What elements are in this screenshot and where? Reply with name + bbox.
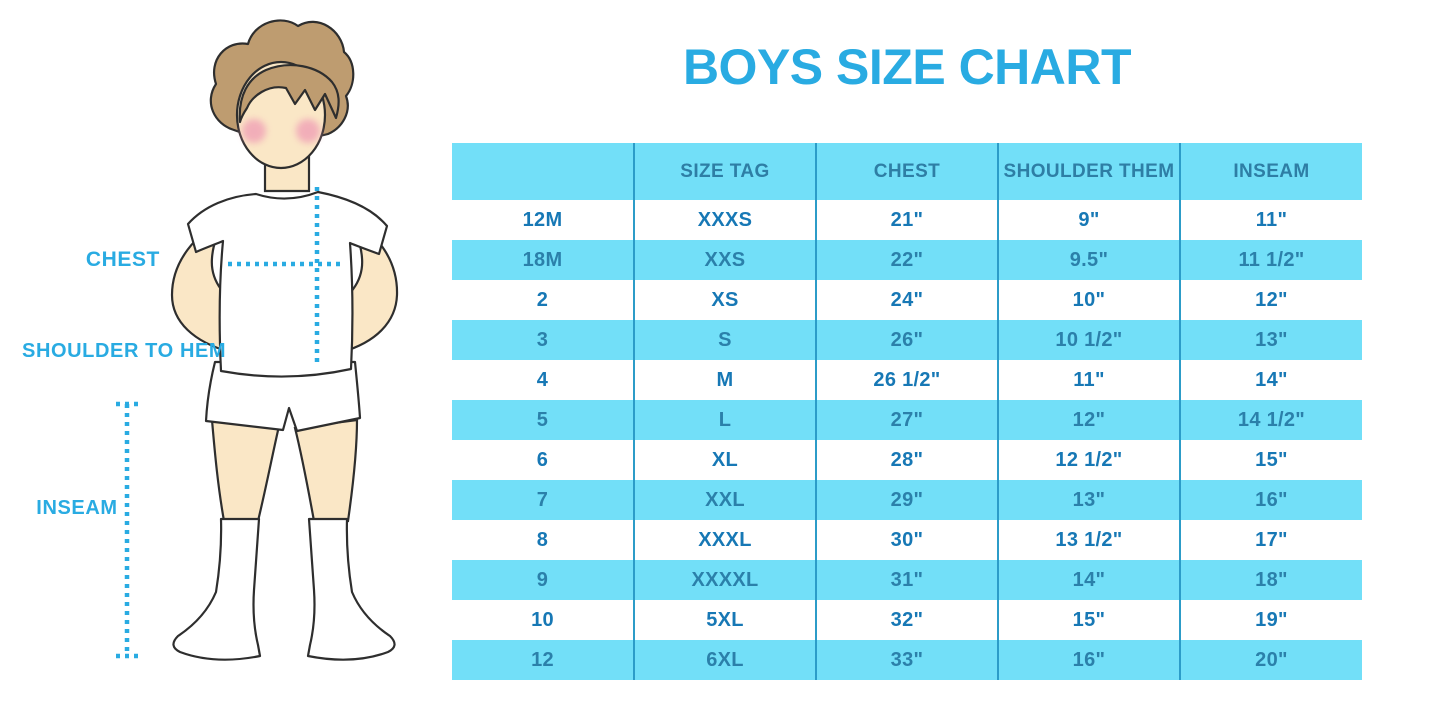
table-cell: 10 <box>452 600 634 640</box>
table-cell: 12 <box>452 640 634 680</box>
column-header: SIZE TAG <box>633 143 816 200</box>
table-cell: 13" <box>1179 320 1362 360</box>
table-cell: 4 <box>452 360 634 400</box>
boy-sock-right <box>306 517 396 661</box>
table-cell: 21" <box>815 200 998 240</box>
table-cell: 9" <box>997 200 1180 240</box>
size-table-body: 12M XXXS 21" 9" 11" 18M XXS 22" 9.5" 11 1/2" 2 XS 24… <box>452 200 1362 680</box>
boy-leg-left <box>210 418 281 523</box>
table-cell: XXL <box>633 480 816 520</box>
table-cell: 13 1/2" <box>997 520 1180 560</box>
table-cell: 5 <box>452 400 634 440</box>
table-cell: XS <box>633 280 816 320</box>
size-table-head: SIZE TAG CHEST SHOULDER THEM INSEAM <box>452 143 1362 200</box>
table-row: 7 XXL 29" 13" 16" <box>452 480 1362 520</box>
table-cell: 11 1/2" <box>1179 240 1362 280</box>
table-cell: 12" <box>997 400 1180 440</box>
table-row: 12 6XL 33" 16" 20" <box>452 640 1362 680</box>
chest-label: CHEST <box>85 248 160 271</box>
boy-hair-fringe <box>238 64 340 124</box>
table-cell: 2 <box>452 280 634 320</box>
table-cell: 12" <box>1179 280 1362 320</box>
header-row: SIZE TAG CHEST SHOULDER THEM INSEAM <box>452 143 1362 200</box>
boy-illustration <box>116 19 399 661</box>
table-cell: 14" <box>1179 360 1362 400</box>
table-cell: 14" <box>997 560 1180 600</box>
table-cell: 20" <box>1179 640 1362 680</box>
table-cell: 31" <box>815 560 998 600</box>
table-cell: 9.5" <box>997 240 1180 280</box>
table-cell: 33" <box>815 640 998 680</box>
table-cell: L <box>633 400 816 440</box>
table-cell: 30" <box>815 520 998 560</box>
shoulder-to-hem-label: SHOULDER TO HEM <box>22 340 227 362</box>
table-row: 2 XS 24" 10" 12" <box>452 280 1362 320</box>
table-cell: 24" <box>815 280 998 320</box>
boy-cheek-left <box>242 119 266 143</box>
boy-leg-right <box>293 418 359 523</box>
table-cell: 7 <box>452 480 634 520</box>
table-cell: 18" <box>1179 560 1362 600</box>
table-cell: 8 <box>452 520 634 560</box>
table-cell: 13" <box>997 480 1180 520</box>
table-row: 3 S 26" 10 1/2" 13" <box>452 320 1362 360</box>
table-cell: 14 1/2" <box>1179 400 1362 440</box>
table-cell: 22" <box>815 240 998 280</box>
table-cell: 15" <box>1179 440 1362 480</box>
page-title: BOYS SIZE CHART <box>682 39 1132 95</box>
table-cell: 16" <box>1179 480 1362 520</box>
table-cell: 12M <box>452 200 634 240</box>
table-cell: 6XL <box>633 640 816 680</box>
boy-shorts <box>204 360 362 433</box>
table-cell: 10 1/2" <box>997 320 1180 360</box>
table-cell: 11" <box>997 360 1180 400</box>
column-header: CHEST <box>815 143 998 200</box>
size-table: SIZE TAG CHEST SHOULDER THEM INSEAM 12M XXXS… <box>452 143 1362 680</box>
table-cell: 17" <box>1179 520 1362 560</box>
table-cell: 15" <box>997 600 1180 640</box>
table-row: 10 5XL 32" 15" 19" <box>452 600 1362 640</box>
table-cell: 18M <box>452 240 634 280</box>
table-row: 8 XXXL 30" 13 1/2" 17" <box>452 520 1362 560</box>
table-row: 4 M 26 1/2" 11" 14" <box>452 360 1362 400</box>
table-cell: 12 1/2" <box>997 440 1180 480</box>
column-header: INSEAM <box>1179 143 1362 200</box>
table-cell: 26" <box>815 320 998 360</box>
table-cell: 10" <box>997 280 1180 320</box>
size-table-wrap: SIZE TAG CHEST SHOULDER THEM INSEAM 12M XXXS… <box>452 143 1362 680</box>
table-cell: 28" <box>815 440 998 480</box>
table-cell: 32" <box>815 600 998 640</box>
table-cell: 3 <box>452 320 634 360</box>
boy-shirt <box>186 190 389 378</box>
table-cell: 26 1/2" <box>815 360 998 400</box>
table-cell: 16" <box>997 640 1180 680</box>
table-cell: S <box>633 320 816 360</box>
column-header <box>452 143 634 200</box>
measurement-figure: CHEST SHOULDER TO HEM INSEAM <box>0 0 450 723</box>
table-cell: 9 <box>452 560 634 600</box>
column-header: SHOULDER THEM <box>997 143 1180 200</box>
table-row: 12M XXXS 21" 9" 11" <box>452 200 1362 240</box>
table-cell: XXXS <box>633 200 816 240</box>
table-cell: 27" <box>815 400 998 440</box>
table-row: 9 XXXXL 31" 14" 18" <box>452 560 1362 600</box>
table-cell: 29" <box>815 480 998 520</box>
table-cell: 6 <box>452 440 634 480</box>
table-row: 6 XL 28" 12 1/2" 15" <box>452 440 1362 480</box>
table-cell: 19" <box>1179 600 1362 640</box>
inseam-label: INSEAM <box>36 497 118 519</box>
table-cell: 5XL <box>633 600 816 640</box>
table-cell: M <box>633 360 816 400</box>
boy-sock-left <box>172 517 262 661</box>
table-row: 18M XXS 22" 9.5" 11 1/2" <box>452 240 1362 280</box>
table-cell: XXXL <box>633 520 816 560</box>
table-cell: XXXXL <box>633 560 816 600</box>
table-cell: XL <box>633 440 816 480</box>
table-row: 5 L 27" 12" 14 1/2" <box>452 400 1362 440</box>
boy-cheek-right <box>296 119 320 143</box>
table-cell: XXS <box>633 240 816 280</box>
table-cell: 11" <box>1179 200 1362 240</box>
